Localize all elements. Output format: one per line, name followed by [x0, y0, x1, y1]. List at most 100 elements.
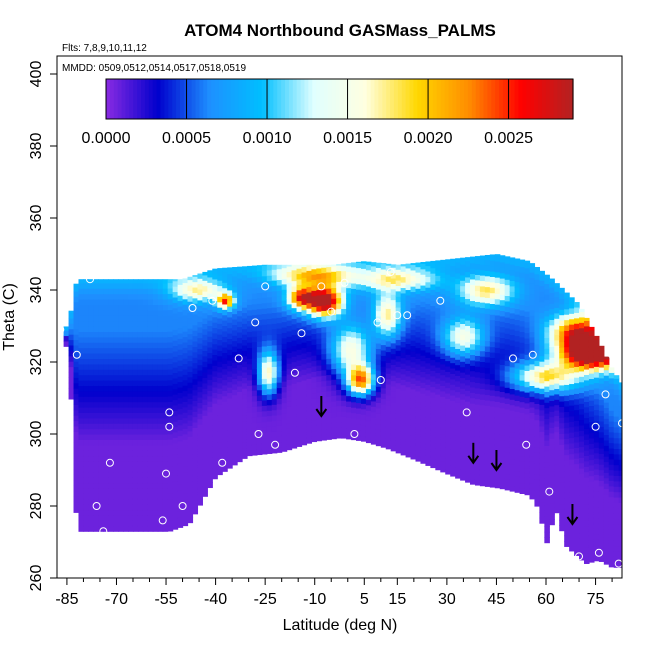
heatmap-cell: [142, 401, 149, 408]
heatmap-cell: [405, 305, 412, 312]
heatmap-cell: [395, 441, 402, 448]
heatmap-cell: [187, 279, 194, 286]
heatmap-cell: [128, 428, 134, 435]
heatmap-cell: [83, 428, 89, 435]
heatmap-cell: [251, 444, 258, 451]
heatmap-cell: [147, 369, 154, 376]
heatmap-cell: [336, 281, 342, 288]
y-tick-label: 360: [28, 205, 45, 232]
heatmap-cell: [197, 499, 203, 506]
heatmap-cell: [271, 355, 278, 362]
heatmap-cell: [360, 408, 367, 415]
heatmap-cell: [430, 408, 436, 415]
heatmap-cell: [93, 396, 99, 403]
heatmap-cell: [147, 374, 154, 381]
heatmap-cell: [559, 444, 565, 451]
heatmap-cell: [93, 407, 99, 413]
heatmap-cell: [113, 347, 119, 354]
heatmap-cell: [341, 373, 347, 380]
heatmap-cell: [554, 458, 560, 465]
heatmap-cell: [450, 448, 456, 455]
heatmap-cell: [83, 439, 89, 446]
heatmap-cell: [425, 330, 431, 337]
heatmap-cell: [113, 444, 119, 451]
heatmap-cell: [415, 396, 422, 403]
heatmap-cell: [564, 427, 570, 434]
heatmap-cell: [261, 264, 268, 271]
heatmap-cell: [618, 382, 622, 385]
heatmap-cell: [539, 307, 545, 314]
heatmap-cell: [167, 525, 174, 532]
heatmap-cell: [410, 269, 417, 276]
heatmap-cell: [162, 380, 169, 386]
heatmap-cell: [217, 328, 223, 335]
heatmap-cell: [232, 318, 238, 325]
heatmap-cell: [132, 455, 139, 462]
heatmap-cell: [98, 347, 104, 354]
heatmap-cell: [108, 482, 114, 489]
heatmap-cell: [197, 467, 203, 474]
heatmap-cell: [137, 315, 144, 322]
heatmap-cell: [519, 417, 526, 424]
heatmap-cell: [316, 419, 322, 426]
heatmap-cell: [509, 426, 516, 433]
heatmap-cell: [341, 335, 347, 342]
heatmap-cell: [494, 314, 501, 321]
heatmap-cell: [603, 493, 610, 500]
heatmap-cell: [445, 344, 451, 351]
heatmap-cell: [212, 365, 218, 372]
heatmap-cell: [202, 307, 208, 314]
heatmap-cell: [137, 498, 144, 505]
heatmap-cell: [291, 307, 298, 314]
heatmap-cell: [504, 273, 511, 280]
heatmap-cell: [489, 351, 496, 358]
heatmap-cell: [445, 338, 451, 345]
heatmap-cell: [103, 434, 109, 440]
heatmap-cell: [197, 472, 203, 479]
heatmap-cell: [400, 427, 407, 434]
heatmap-cell: [271, 344, 278, 351]
heatmap-cell: [242, 317, 248, 324]
heatmap-cell: [360, 392, 367, 399]
heatmap-cell: [479, 323, 486, 330]
heatmap-cell: [579, 387, 585, 394]
heatmap-cell: [93, 504, 99, 511]
heatmap-cell: [192, 275, 199, 277]
heatmap-cell: [311, 311, 317, 318]
heatmap-cell: [113, 331, 119, 338]
heatmap-cell: [465, 455, 471, 462]
heatmap-cell: [246, 352, 253, 359]
heatmap-cell: [608, 377, 615, 384]
heatmap-cell: [529, 493, 536, 500]
heatmap-cell: [544, 499, 550, 506]
heatmap-cell: [286, 287, 293, 294]
heatmap-cell: [192, 443, 199, 450]
colorbar-segment: [288, 79, 294, 119]
heatmap-cell: [346, 262, 352, 267]
heatmap-cell: [237, 396, 243, 403]
heatmap-cell: [251, 352, 258, 359]
heatmap-cell: [326, 298, 332, 305]
heatmap-cell: [584, 374, 590, 381]
heatmap-cell: [68, 323, 75, 330]
heatmap-cell: [524, 311, 531, 317]
colorbar-segment: [242, 79, 247, 119]
heatmap-cell: [227, 338, 233, 345]
heatmap-cell: [306, 291, 313, 298]
heatmap-cell: [177, 289, 184, 296]
heatmap-cell: [142, 450, 149, 457]
heatmap-cell: [246, 331, 253, 338]
heatmap-cell: [618, 459, 622, 466]
heatmap-cell: [212, 430, 218, 437]
x-tick-label: -55: [154, 591, 177, 608]
heatmap-cell: [455, 450, 461, 457]
heatmap-cell: [88, 444, 94, 451]
heatmap-cell: [271, 317, 278, 324]
heatmap-cell: [256, 314, 263, 321]
heatmap-cell: [390, 358, 397, 365]
heatmap-cell: [519, 380, 526, 386]
heatmap-cell: [564, 465, 570, 472]
heatmap-cell: [217, 274, 223, 281]
heatmap-cell: [142, 396, 149, 403]
heatmap-cell: [559, 438, 565, 445]
